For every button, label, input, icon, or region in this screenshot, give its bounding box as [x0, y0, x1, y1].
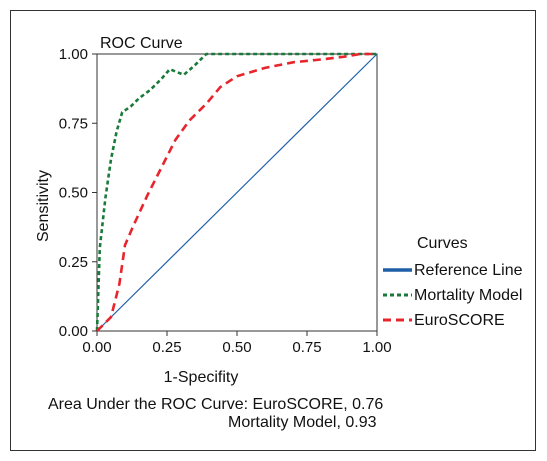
- x-axis-label: 1-Specifity: [164, 369, 239, 386]
- x-tick-label: 0.75: [292, 339, 321, 356]
- auc-annotation-line2: Mortality Model, 0.93: [228, 414, 377, 431]
- auc-annotation-line1: Area Under the ROC Curve: EuroSCORE, 0.7…: [48, 396, 383, 413]
- legend: Reference Line Mortality Model EuroSCORE: [383, 262, 523, 329]
- x-tick-label: 0.50: [222, 339, 251, 356]
- y-tick-label: 0.75: [59, 115, 88, 132]
- legend-title: Curves: [417, 235, 468, 252]
- y-tick-label: 0.25: [59, 254, 88, 271]
- chart-frame: [10, 10, 536, 451]
- y-tick-label: 0.00: [59, 323, 88, 340]
- x-tick-label: 0.25: [152, 339, 181, 356]
- y-tick-label: 1.00: [59, 46, 88, 63]
- legend-label: Reference Line: [414, 262, 523, 279]
- y-axis-label: Sensitivity: [35, 170, 52, 242]
- plot-area: 0.000.00 0.25 0.25 0.50 0.50 0.75 0.75 1.00 1.00: [59, 46, 392, 356]
- y-tick-label: 0.50: [59, 185, 88, 202]
- x-tick-label: 0.00: [82, 339, 111, 356]
- legend-label: Mortality Model: [414, 287, 522, 304]
- series-line-mortality-model: [95, 52, 377, 332]
- series-line-reference-line: [96, 53, 378, 332]
- x-tick-label: 1.00: [362, 339, 391, 356]
- legend-label: EuroSCORE: [414, 312, 505, 329]
- chart-title: ROC Curve: [100, 35, 183, 52]
